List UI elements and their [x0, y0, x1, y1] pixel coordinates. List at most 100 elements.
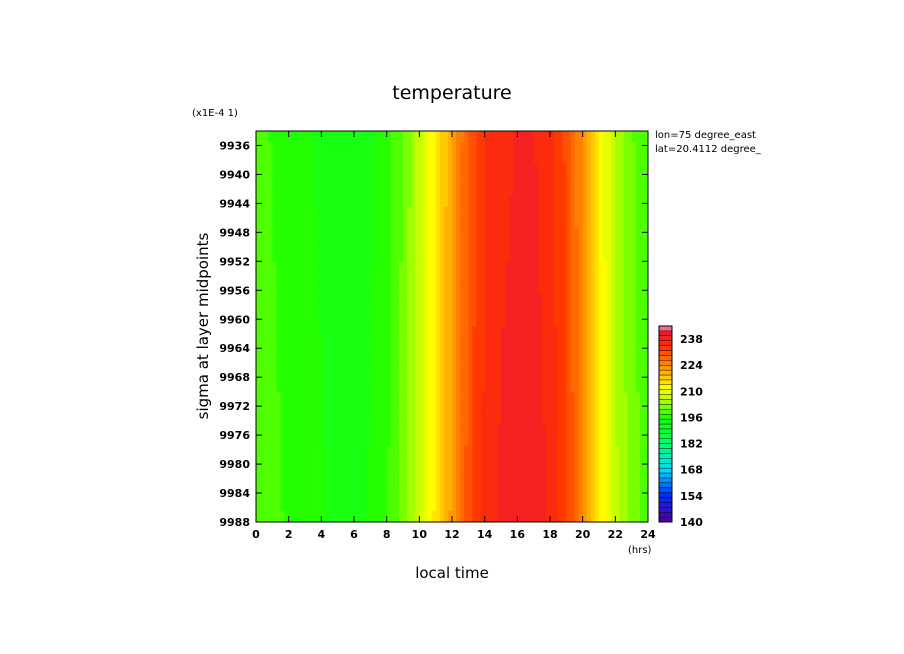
heatmap-cell: [374, 163, 380, 176]
heatmap-cell: [382, 348, 388, 360]
heatmap-cell: [611, 272, 616, 284]
heatmap-cell: [541, 359, 547, 371]
heatmap-cell: [615, 185, 621, 197]
heatmap-cell: [423, 174, 429, 186]
heatmap-cell: [288, 489, 294, 501]
heatmap-cell: [288, 402, 294, 414]
heatmap-cell: [329, 511, 335, 522]
heatmap-cell: [476, 445, 482, 458]
heatmap-cell: [398, 315, 404, 328]
heatmap-cell: [276, 435, 282, 447]
heatmap-cell: [607, 369, 612, 382]
heatmap-cell: [627, 228, 633, 241]
heatmap-cell: [566, 152, 572, 165]
heatmap-cell: [415, 359, 420, 371]
heatmap-cell: [590, 293, 596, 306]
heatmap-cell: [362, 163, 367, 176]
heatmap-cell: [272, 456, 278, 469]
heatmap-cell: [419, 380, 425, 393]
heatmap-cell: [284, 402, 290, 414]
heatmap-cell: [635, 337, 641, 349]
heatmap-cell: [341, 424, 347, 436]
heatmap-cell: [456, 250, 461, 262]
heatmap-cell: [305, 489, 310, 501]
heatmap-cell: [517, 413, 523, 425]
heatmap-cell: [594, 272, 600, 284]
heatmap-cell: [460, 359, 465, 371]
heatmap-cell: [566, 250, 572, 262]
heatmap-cell: [407, 359, 412, 371]
heatmap-cell: [456, 283, 461, 295]
heatmap-cell: [509, 511, 514, 522]
heatmap-cell: [611, 315, 616, 328]
heatmap-cell: [296, 283, 302, 295]
heatmap-cell: [435, 500, 441, 512]
heatmap-cell: [509, 272, 514, 284]
heatmap-cell: [594, 413, 600, 425]
heatmap-cell: [631, 250, 637, 262]
heatmap-cell: [582, 435, 588, 447]
heatmap-cell: [566, 511, 572, 522]
heatmap-cell: [256, 380, 261, 393]
heatmap-cell: [349, 445, 355, 458]
heatmap-cell: [537, 174, 543, 186]
heatmap-cell: [554, 217, 559, 230]
heatmap-cell: [594, 315, 600, 328]
heatmap-cell: [374, 326, 380, 338]
heatmap-cell: [382, 369, 388, 382]
heatmap-cell: [517, 326, 523, 338]
heatmap-cell: [374, 435, 380, 447]
heatmap-cell: [325, 435, 331, 447]
heatmap-cell: [337, 185, 343, 197]
heatmap-cell: [292, 272, 298, 284]
heatmap-cell: [639, 489, 645, 501]
heatmap-cell: [431, 131, 437, 143]
heatmap-cell: [525, 283, 531, 295]
heatmap-cell: [472, 435, 478, 447]
heatmap-cell: [521, 326, 527, 338]
colorbar-swatch: [658, 467, 673, 474]
heatmap-cell: [276, 283, 282, 295]
heatmap-cell: [529, 456, 535, 469]
heatmap-cell: [643, 359, 648, 371]
heatmap-cell: [325, 478, 331, 491]
heatmap-cell: [443, 391, 449, 404]
heatmap-cell: [284, 272, 290, 284]
x-tick-label: 4: [318, 528, 326, 541]
heatmap-cell: [296, 402, 302, 414]
heatmap-cell: [509, 174, 514, 186]
heatmap-cell: [533, 196, 539, 208]
colorbar-swatch: [658, 433, 673, 439]
heatmap-cell: [280, 228, 286, 241]
heatmap-cell: [313, 435, 318, 447]
heatmap-cell: [386, 217, 392, 230]
heatmap-cell: [590, 348, 596, 360]
heatmap-cell: [476, 435, 482, 447]
heatmap-cell: [492, 152, 498, 165]
heatmap-cell: [541, 217, 547, 230]
heatmap-cell: [586, 228, 592, 241]
heatmap-cell: [337, 228, 343, 241]
heatmap-cell: [378, 217, 384, 230]
heatmap-cell: [443, 272, 449, 284]
heatmap-cell: [452, 207, 457, 219]
heatmap-cell: [611, 391, 616, 404]
heatmap-cell: [611, 174, 616, 186]
heatmap-cell: [517, 380, 523, 393]
heatmap-cell: [607, 163, 612, 176]
heatmap-cell: [590, 489, 596, 501]
heatmap-cell: [464, 141, 469, 154]
heatmap-cell: [501, 511, 506, 522]
heatmap-cell: [586, 511, 592, 522]
heatmap-cell: [300, 435, 306, 447]
heatmap-cell: [501, 283, 506, 295]
heatmap-cell: [599, 141, 604, 154]
heatmap-cell: [570, 435, 576, 447]
heatmap-cell: [529, 228, 535, 241]
heatmap-cell: [603, 217, 608, 230]
heatmap-cell: [558, 152, 563, 165]
heatmap-cell: [517, 207, 523, 219]
heatmap-cell: [256, 435, 261, 447]
heatmap-cell: [586, 141, 592, 154]
heatmap-cell: [525, 391, 531, 404]
